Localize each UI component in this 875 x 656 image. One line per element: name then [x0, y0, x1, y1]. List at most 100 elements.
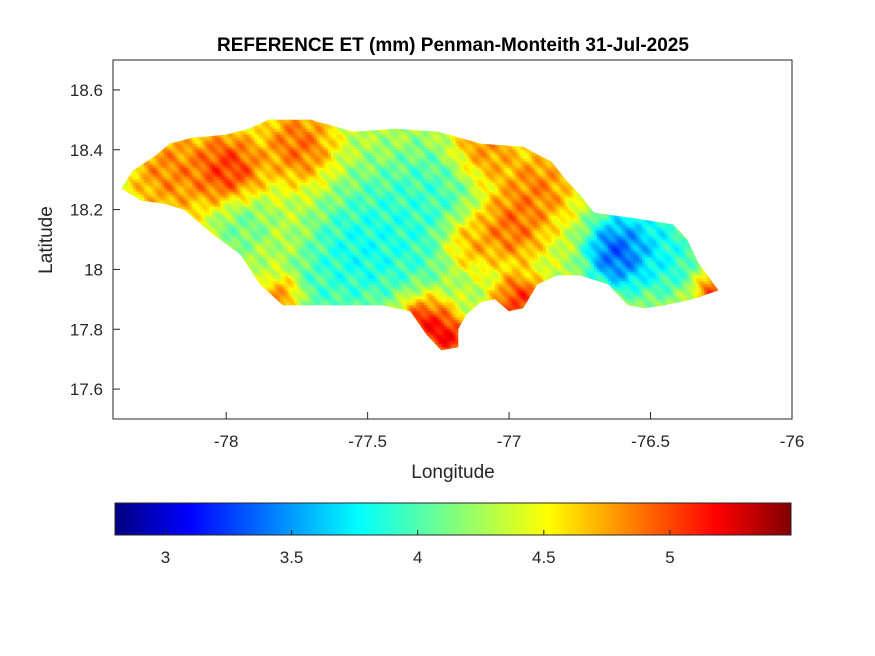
heat-cell — [172, 143, 176, 148]
heat-cell — [333, 137, 338, 142]
heat-cell — [288, 131, 292, 136]
heat-cell — [189, 167, 193, 172]
heat-cell — [285, 170, 290, 175]
heat-cell — [279, 122, 284, 127]
heat-cell — [376, 155, 380, 160]
heat-cell — [234, 164, 239, 169]
heat-cell — [395, 131, 400, 136]
heat-cell — [404, 128, 408, 133]
heat-cell — [294, 119, 298, 124]
heat-cell — [189, 161, 193, 166]
heat-cell — [161, 155, 165, 160]
heat-cell — [407, 161, 411, 166]
heat-cell — [220, 140, 224, 145]
heat-cell — [520, 152, 524, 157]
heat-cell — [384, 140, 389, 145]
heat-cell — [381, 128, 386, 133]
heat-cell — [226, 164, 230, 169]
heat-cell — [226, 137, 230, 142]
heat-cell — [262, 164, 267, 169]
heat-cell — [384, 170, 389, 175]
heat-cell — [209, 176, 213, 181]
heat-cell — [393, 173, 397, 178]
heat-cell — [166, 176, 171, 181]
heat-cell — [262, 128, 267, 133]
heat-cell — [135, 176, 140, 181]
heat-cell — [254, 131, 258, 136]
heat-cell — [248, 149, 253, 154]
heat-cell — [356, 179, 360, 184]
heat-cell — [325, 176, 329, 181]
heat-cell — [240, 176, 244, 181]
heat-cell — [229, 137, 233, 142]
heat-cell — [435, 158, 439, 163]
heat-cell — [316, 122, 321, 127]
heat-cell — [291, 149, 295, 154]
heat-cell — [257, 155, 261, 160]
heat-cell — [149, 161, 154, 166]
heat-cell — [342, 149, 346, 154]
heat-cell — [441, 134, 445, 139]
heat-cell — [353, 152, 357, 157]
heat-cell — [268, 134, 273, 139]
heat-cell — [370, 134, 374, 139]
heat-cell — [260, 167, 264, 172]
heat-cell — [243, 152, 247, 157]
heat-cell — [361, 179, 366, 184]
heat-cell — [429, 155, 434, 160]
heat-cell — [339, 179, 343, 184]
heat-cell — [384, 149, 389, 154]
heat-cell — [353, 164, 357, 169]
heat-cell — [291, 173, 295, 178]
heat-cell — [560, 173, 564, 178]
heat-cell — [378, 176, 383, 181]
heat-cell — [446, 173, 451, 178]
heat-cell — [305, 164, 309, 169]
heat-cell — [161, 164, 165, 169]
heat-cell — [183, 149, 188, 154]
heat-cell — [206, 179, 210, 184]
heat-cell — [472, 170, 476, 175]
heat-cell — [212, 134, 216, 139]
heat-cell — [376, 134, 380, 139]
heat-cell — [197, 146, 202, 151]
heat-cell — [415, 140, 420, 145]
heat-cell — [483, 155, 488, 160]
heat-cell — [497, 164, 502, 169]
heat-cell — [393, 146, 397, 151]
heat-cell — [180, 164, 185, 169]
heat-cell — [330, 176, 335, 181]
heat-cell — [367, 170, 372, 175]
heat-cell — [537, 179, 541, 184]
heat-cell — [220, 143, 224, 148]
heat-cell — [217, 170, 222, 175]
heat-cell — [294, 128, 298, 133]
heat-cell — [203, 146, 207, 151]
heat-cell — [274, 146, 278, 151]
heat-cell — [444, 155, 448, 160]
heat-cell — [197, 179, 202, 184]
heat-cell — [458, 167, 462, 172]
heat-cell — [483, 146, 488, 151]
heat-cell — [517, 176, 521, 181]
heat-cell — [415, 158, 420, 163]
heat-cell — [548, 170, 553, 175]
heat-cell — [378, 131, 383, 136]
heat-cell — [265, 176, 270, 181]
heat-cell — [234, 170, 239, 175]
heat-cell — [217, 176, 222, 181]
heat-cell — [209, 146, 213, 151]
heat-cell — [129, 176, 134, 181]
heat-cell — [322, 152, 326, 157]
heat-cell — [311, 164, 315, 169]
heat-cell — [330, 173, 335, 178]
heat-cell — [197, 152, 202, 157]
heat-cell — [339, 170, 343, 175]
heat-cell — [494, 173, 499, 178]
heat-cell — [262, 125, 267, 130]
heat-cell — [367, 161, 372, 166]
heat-cell — [509, 149, 513, 154]
heat-cell — [237, 131, 241, 136]
heat-cell — [268, 173, 273, 178]
heat-cell — [237, 170, 241, 175]
